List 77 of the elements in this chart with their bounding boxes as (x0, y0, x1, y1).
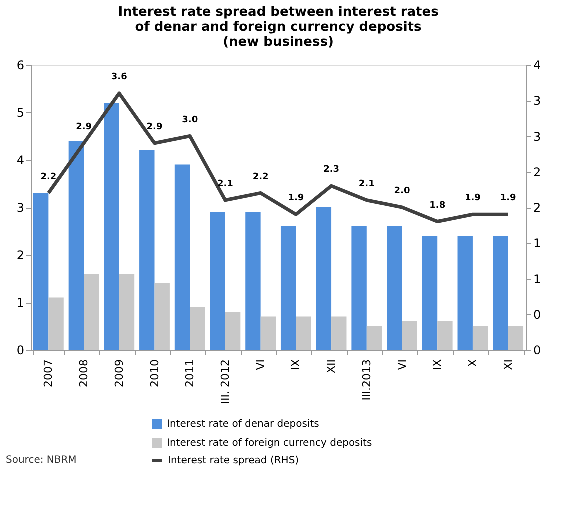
y2-tick-label: 4 (534, 58, 542, 72)
bar (68, 141, 84, 350)
legend-label: Interest rate of denar deposits (167, 419, 320, 430)
x-tick-label: X (466, 359, 480, 368)
y2-tick-label: 2 (534, 165, 542, 180)
bar (225, 312, 241, 350)
y2-tick-label: 0 (534, 308, 542, 322)
bar (366, 326, 382, 350)
y2-tick-label: 3 (534, 130, 542, 144)
data-label: 2.0 (394, 186, 410, 196)
bar (458, 236, 473, 350)
bar (352, 226, 367, 350)
x-tick-label: 2011 (184, 360, 197, 388)
bar (210, 212, 226, 350)
x-tick-label: VI (396, 360, 409, 370)
y-tick-label: 3 (16, 201, 24, 215)
data-label: 2.1 (217, 179, 234, 190)
data-label: 3.6 (111, 72, 128, 82)
x-tick-label: IX (431, 359, 444, 370)
bar (508, 326, 524, 350)
bar (387, 226, 402, 350)
x-tick-label: XII (325, 360, 338, 374)
y2-tick-label: 2 (534, 201, 542, 215)
bar (119, 274, 135, 350)
data-label: 1.8 (430, 200, 446, 211)
data-label: 1.9 (464, 194, 481, 204)
bar (332, 316, 347, 350)
y-tick-label: 4 (16, 154, 24, 168)
x-tick-label: XI (502, 360, 515, 370)
y2-tick-label: 3 (534, 94, 542, 108)
x-tick-label: 2008 (78, 360, 91, 388)
y-tick-label: 1 (16, 296, 24, 310)
bar (190, 307, 206, 350)
bar (154, 284, 170, 350)
y-tick-label: 0 (16, 344, 24, 358)
x-tick-label: 2010 (148, 360, 162, 388)
y2-tick-label: 1 (534, 236, 542, 251)
bar (174, 164, 190, 350)
bar (104, 103, 120, 350)
bar (296, 316, 312, 350)
data-label: 2.9 (76, 122, 92, 132)
bar (493, 236, 508, 350)
y-tick-label: 6 (16, 58, 24, 72)
bar (422, 236, 438, 350)
data-label: 2.2 (40, 172, 57, 182)
bar (48, 298, 64, 350)
bar (280, 226, 296, 350)
legend-label: Interest rate of foreign currency deposits (167, 438, 372, 449)
x-tick-label: IX (290, 359, 303, 370)
chart-title: Interest rate spread between interest rates of denar and foreign currency deposits (new business) (118, 5, 440, 50)
x-tick-label: III. 2012 (218, 360, 232, 404)
legend-label: Interest rate spread (RHS) (168, 456, 300, 466)
y-tick-label: 2 (16, 248, 24, 262)
bar (246, 212, 261, 350)
bar (260, 316, 276, 350)
source-note: Source: NBRM (6, 455, 77, 466)
x-tick-label: 2007 (42, 360, 56, 388)
bar (316, 208, 332, 350)
bar (438, 322, 453, 350)
bar (140, 150, 155, 350)
data-label: 2.1 (358, 179, 375, 190)
y2-tick-label: 1 (534, 272, 542, 286)
bar (33, 193, 49, 350)
data-label: 1.9 (288, 194, 304, 204)
y-tick-label: 5 (16, 106, 24, 120)
data-label: 2.3 (324, 165, 340, 176)
bar (84, 274, 100, 350)
x-tick-label: VI (254, 360, 268, 370)
bar (402, 322, 418, 350)
data-label: 2.9 (146, 122, 163, 132)
x-tick-label: 2009 (112, 360, 126, 388)
data-label: 3.0 (182, 115, 198, 126)
data-label: 2.2 (252, 172, 269, 182)
y2-tick-label: 0 (534, 344, 542, 358)
bar (472, 326, 488, 350)
data-label: 1.9 (500, 194, 516, 204)
x-tick-label: III.2013 (360, 360, 374, 401)
